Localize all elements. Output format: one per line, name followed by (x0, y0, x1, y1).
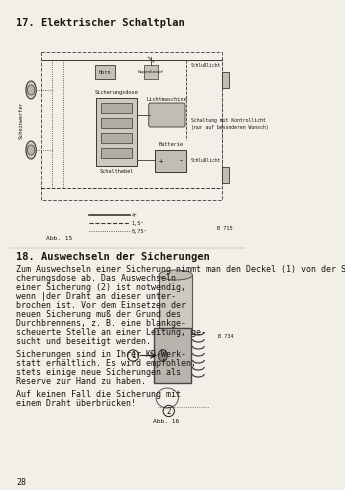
Bar (101, 103, 132, 113)
Ellipse shape (159, 270, 193, 280)
Bar (144, 65, 158, 79)
Text: einem Draht überbrücken!: einem Draht überbrücken! (16, 399, 136, 408)
Text: B 734: B 734 (218, 334, 234, 339)
Text: brochen ist. Vor dem Einsetzen der: brochen ist. Vor dem Einsetzen der (16, 301, 186, 310)
Text: neuen Sicherung muß der Grund des: neuen Sicherung muß der Grund des (16, 310, 181, 319)
Bar (95, 65, 116, 79)
FancyBboxPatch shape (149, 103, 185, 127)
Text: Zum Auswechseln einer Sicherung nimmt man den Deckel (1) von der Si-: Zum Auswechseln einer Sicherung nimmt ma… (16, 265, 345, 274)
Circle shape (158, 349, 167, 362)
Bar (96, 98, 137, 166)
Text: cherungsdose ab. Das Auswechseln: cherungsdose ab. Das Auswechseln (16, 274, 176, 283)
Text: Schlußlicht: Schlußlicht (191, 158, 221, 163)
Text: Horn: Horn (99, 70, 111, 74)
Bar (222, 167, 229, 183)
Text: Durchbrennens, z. B. eine blankge-: Durchbrennens, z. B. eine blankge- (16, 319, 186, 328)
Text: 1,5²: 1,5² (132, 220, 144, 225)
Text: +: + (158, 158, 163, 164)
Text: 18. Auswechseln der Sicherungen: 18. Auswechseln der Sicherungen (16, 252, 210, 262)
Bar (154, 328, 191, 383)
Circle shape (27, 85, 35, 95)
Text: Reserve zur Hand zu haben.: Reserve zur Hand zu haben. (16, 377, 146, 386)
Text: B 715: B 715 (217, 226, 233, 231)
Text: Sicherungsdose: Sicherungsdose (95, 90, 138, 95)
Text: 1: 1 (131, 351, 136, 360)
Bar (41, 52, 222, 200)
Text: -: - (179, 156, 184, 166)
Text: 17. Elektrischer Schaltplan: 17. Elektrischer Schaltplan (16, 18, 185, 28)
Text: Lichtmaschine: Lichtmaschine (147, 97, 187, 102)
Text: Schalthebel: Schalthebel (99, 169, 134, 174)
Text: Schlußlicht: Schlußlicht (191, 63, 221, 68)
Text: einer Sicherung (2) ist notwendig,: einer Sicherung (2) ist notwendig, (16, 283, 186, 292)
Text: wenn |der Draht an dieser unter-: wenn |der Draht an dieser unter- (16, 292, 176, 301)
Text: sucht und beseitigt werden.: sucht und beseitigt werden. (16, 337, 151, 346)
Bar (159, 275, 193, 330)
Circle shape (27, 145, 35, 155)
Text: Scheinwerfer: Scheinwerfer (19, 101, 24, 139)
Ellipse shape (26, 81, 36, 99)
Text: Sicherungen sind in Ihrer KD-Werk-: Sicherungen sind in Ihrer KD-Werk- (16, 350, 186, 359)
Text: Batterie: Batterie (158, 142, 184, 147)
Text: (nur auf besonderen Wunsch): (nur auf besonderen Wunsch) (191, 124, 268, 129)
Text: Auf keinen Fall die Sicherung mit: Auf keinen Fall die Sicherung mit (16, 390, 181, 399)
Bar (101, 118, 132, 128)
Text: 28: 28 (16, 478, 26, 487)
Text: stets einige neue Sicherungen als: stets einige neue Sicherungen als (16, 368, 181, 377)
Ellipse shape (26, 141, 36, 159)
Text: Abb. 16: Abb. 16 (154, 419, 180, 424)
Text: 4²: 4² (132, 213, 138, 218)
Text: Abb. 15: Abb. 15 (46, 236, 72, 241)
Bar (101, 133, 132, 143)
Text: 0,75²: 0,75² (132, 228, 147, 234)
Text: Schaltung mit Kontrollicht: Schaltung mit Kontrollicht (191, 118, 266, 122)
Bar (222, 72, 229, 88)
Text: Hupenknopf: Hupenknopf (138, 70, 164, 74)
Bar (101, 148, 132, 158)
Bar (155, 150, 187, 172)
Text: 2: 2 (166, 407, 171, 416)
Text: statt erhältlich. Es wird empfohlen,: statt erhältlich. Es wird empfohlen, (16, 359, 196, 368)
Text: scheuerte Stelle an einer Leitung, ge-: scheuerte Stelle an einer Leitung, ge- (16, 328, 206, 337)
